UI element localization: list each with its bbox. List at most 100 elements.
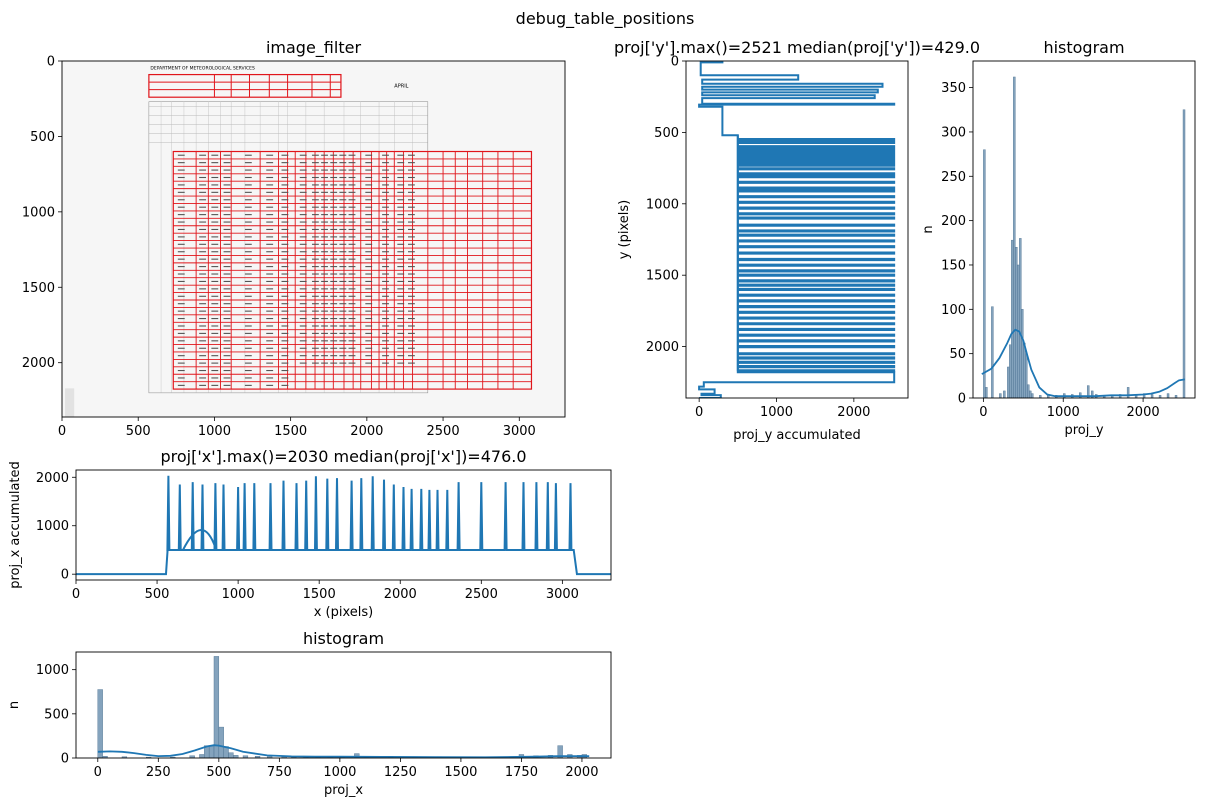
figure-suptitle: debug_table_positions bbox=[516, 9, 695, 29]
y-tick-label: 500 bbox=[44, 707, 69, 722]
x-tick-label: 0 bbox=[695, 405, 703, 420]
panel-image-filter: DEPARTMENT OF METEOROLOGICAL SERVICES APR… bbox=[22, 38, 566, 439]
y-tick-label: 500 bbox=[30, 130, 55, 145]
axes-frame bbox=[75, 651, 612, 759]
x-tick-label: 1000 bbox=[323, 765, 356, 780]
histogram-bar bbox=[1009, 344, 1012, 398]
proj-x-line bbox=[76, 475, 611, 576]
scan-heading-text: DEPARTMENT OF METEOROLOGICAL SERVICES bbox=[150, 65, 255, 71]
y-tick-label: 1500 bbox=[646, 269, 679, 284]
histogram-bar bbox=[983, 149, 986, 398]
x-tick-label: 1000 bbox=[1047, 405, 1080, 420]
detected-header-box bbox=[148, 73, 342, 98]
axes-frame bbox=[75, 469, 612, 581]
histogram-bar bbox=[1150, 394, 1154, 398]
x-tick-label: 2500 bbox=[427, 424, 460, 439]
proj-y-series bbox=[698, 61, 896, 398]
y-tick-label: 0 bbox=[61, 752, 69, 767]
histogram-bar bbox=[1182, 109, 1186, 398]
y-tick-label: 1000 bbox=[36, 519, 69, 534]
y-tick-label: 200 bbox=[941, 214, 966, 229]
histogram-bar bbox=[189, 755, 195, 758]
histogram-bar bbox=[213, 656, 220, 758]
scan-background bbox=[62, 61, 565, 417]
histogram-bar bbox=[254, 756, 261, 758]
y-axis-label: n bbox=[921, 225, 936, 233]
histogram-bar bbox=[1011, 239, 1014, 398]
axes-title: proj['x'].max()=2030 median(proj['x'])=4… bbox=[160, 447, 526, 466]
y-tick-label: 1000 bbox=[646, 197, 679, 212]
x-tick-label: 2000 bbox=[384, 587, 417, 602]
panel-histogram-y: 0 1000 2000 0 50 100 150 200 250 300 350 histogram p… bbox=[921, 38, 1196, 438]
histogram-bar bbox=[557, 745, 563, 758]
x-tick-label: 1500 bbox=[274, 424, 307, 439]
x-tick-label: 1500 bbox=[303, 587, 336, 602]
y-tick-label: 2000 bbox=[646, 340, 679, 355]
x-tick-label: 0 bbox=[58, 424, 66, 439]
y-tick-label: 1000 bbox=[36, 663, 69, 678]
histogram-bar bbox=[1166, 393, 1170, 398]
histogram-bar bbox=[1003, 390, 1006, 398]
histogram-bar bbox=[1025, 353, 1028, 398]
y-axis-label: y (pixels) bbox=[617, 200, 632, 260]
x-tick-label: 750 bbox=[267, 765, 292, 780]
histogram-bar bbox=[985, 387, 988, 398]
x-tick-label: 2000 bbox=[1127, 405, 1160, 420]
x-tick-label: 1250 bbox=[384, 765, 417, 780]
x-tick-label: 1000 bbox=[222, 587, 255, 602]
axes-title: proj['y'].max()=2521 median(proj['y'])=4… bbox=[614, 38, 980, 57]
kde-curve bbox=[97, 744, 590, 758]
histogram-bar bbox=[1029, 390, 1032, 398]
axes-title: image_filter bbox=[266, 38, 361, 58]
y-tick-label: 0 bbox=[958, 392, 966, 407]
histogram-bar bbox=[97, 689, 103, 758]
x-tick-label: 1750 bbox=[505, 765, 538, 780]
histogram-bar bbox=[1090, 390, 1094, 398]
histogram-bar bbox=[1019, 238, 1022, 398]
proj-x-bump bbox=[182, 529, 217, 551]
y-tick-label: 300 bbox=[941, 125, 966, 140]
scanned-form-image: DEPARTMENT OF METEOROLOGICAL SERVICES APR… bbox=[62, 61, 565, 417]
histogram-bar bbox=[102, 756, 108, 758]
axes-title: histogram bbox=[1043, 38, 1124, 57]
y-tick-label: 350 bbox=[941, 81, 966, 96]
x-tick-label: 2000 bbox=[350, 424, 383, 439]
histogram-bar bbox=[1031, 393, 1034, 398]
x-tick-label: 500 bbox=[126, 424, 151, 439]
histogram-bar bbox=[1007, 366, 1010, 398]
histogram-bar bbox=[228, 752, 234, 758]
x-tick-label: 0 bbox=[979, 405, 987, 420]
histogram-bar bbox=[208, 745, 215, 758]
histogram-bar bbox=[999, 393, 1002, 398]
y-tick-label: 500 bbox=[654, 126, 679, 141]
y-tick-label: 1000 bbox=[22, 205, 55, 220]
y-tick-label: 1500 bbox=[22, 281, 55, 296]
x-tick-label: 1500 bbox=[444, 765, 477, 780]
y-tick-label: 100 bbox=[941, 303, 966, 318]
axes-frame bbox=[61, 60, 566, 418]
x-axis-label: proj_y accumulated bbox=[733, 428, 861, 443]
x-axis-label: x (pixels) bbox=[314, 605, 374, 620]
histogram-bar bbox=[991, 306, 994, 398]
y-axis-label: n bbox=[7, 701, 22, 709]
x-tick-label: 2000 bbox=[565, 765, 598, 780]
axes-title: histogram bbox=[303, 629, 384, 648]
y-tick-label: 250 bbox=[941, 170, 966, 185]
histogram-bar bbox=[1021, 309, 1024, 398]
y-axis-label: proj_x accumulated bbox=[8, 461, 23, 589]
x-tick-label: 250 bbox=[146, 765, 171, 780]
histogram-bar bbox=[1158, 395, 1162, 398]
proj-x-series bbox=[76, 475, 611, 576]
x-tick-label: 2000 bbox=[837, 405, 870, 420]
y-tick-label: 0 bbox=[61, 568, 69, 583]
x-axis-label: proj_x bbox=[324, 783, 363, 798]
scan-month-text: APRIL bbox=[394, 83, 408, 89]
y-tick-label: 2000 bbox=[22, 356, 55, 371]
scan-edge-artifact bbox=[65, 388, 75, 417]
x-tick-label: 0 bbox=[72, 587, 80, 602]
x-tick-label: 3000 bbox=[546, 587, 579, 602]
histogram-bar bbox=[1023, 342, 1026, 398]
panel-proj-y: 0 1000 2000 0 500 1000 1500 2000 proj['y'].max()… bbox=[614, 38, 980, 443]
x-tick-label: 1000 bbox=[760, 405, 793, 420]
